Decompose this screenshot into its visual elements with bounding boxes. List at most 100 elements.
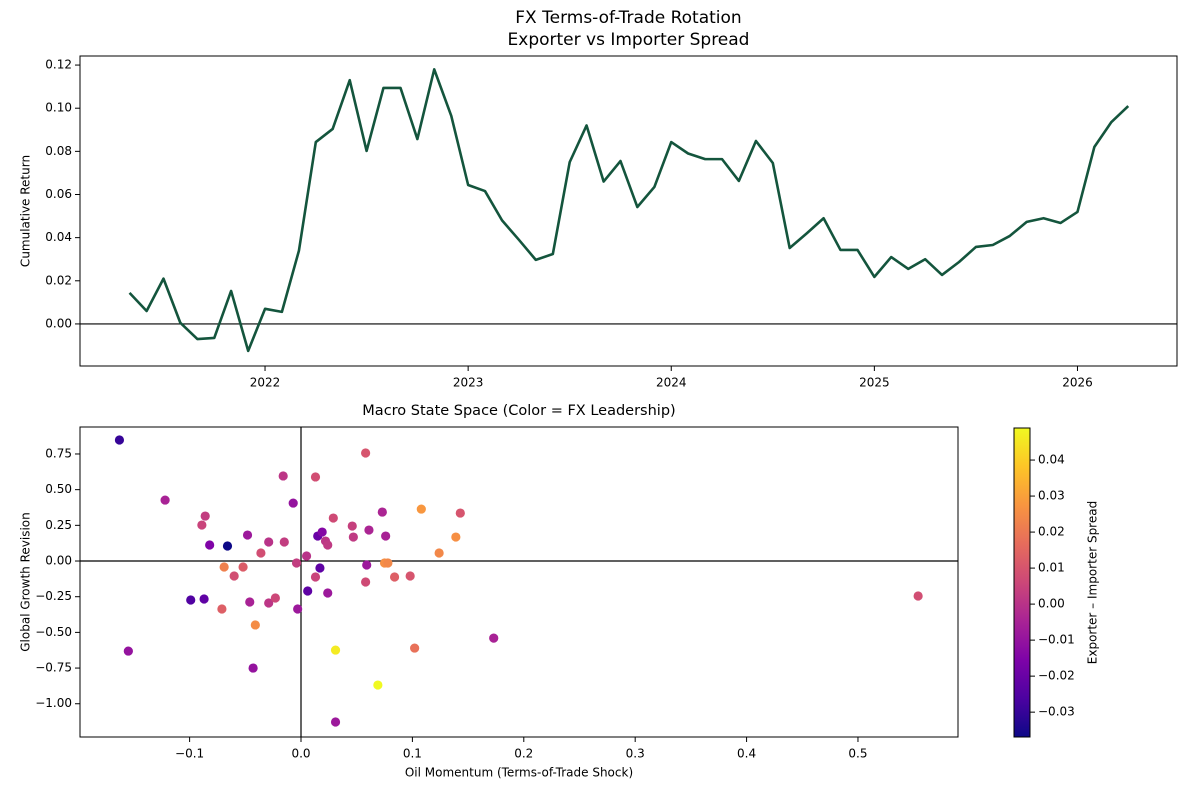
scatter-point	[278, 471, 288, 481]
scatter-point	[389, 572, 400, 582]
scatter-point	[256, 548, 266, 558]
scatter-point	[291, 558, 302, 568]
scatter-point	[323, 588, 333, 598]
scatter-point	[317, 527, 327, 537]
scatter-point	[279, 537, 289, 547]
scatter-point	[242, 530, 253, 540]
y-axis-label: Global Growth Revision	[19, 512, 33, 652]
scatter-point	[123, 646, 133, 656]
y-tick-label: −1.00	[35, 696, 72, 710]
chart-title: FX Terms-of-Trade Rotation	[515, 8, 741, 28]
scatter-point	[186, 595, 196, 605]
axes-frame	[79, 55, 1178, 367]
scatter-point	[434, 548, 444, 558]
scatter-point	[270, 593, 280, 603]
x-tick-label: −0.1	[175, 747, 204, 761]
y-tick-label: 0.75	[45, 446, 72, 460]
x-tick-label: 0.0	[291, 747, 310, 761]
colorbar-tick-label: −0.03	[1038, 705, 1075, 719]
y-tick-label: 0.00	[45, 316, 72, 330]
x-tick-label: 0.4	[737, 747, 756, 761]
y-tick-label: 0.02	[45, 273, 72, 287]
scatter-point	[229, 571, 239, 581]
scatter-point	[238, 562, 248, 572]
scatter-point	[245, 597, 255, 607]
scatter-point	[328, 513, 338, 523]
y-tick-label: −0.50	[35, 625, 72, 639]
scatter-point	[200, 511, 210, 521]
y-tick-label: 0.50	[45, 482, 72, 496]
scatter-point	[410, 643, 420, 653]
colorbar-tick-label: −0.01	[1038, 633, 1075, 647]
x-tick-label: 2024	[656, 376, 687, 390]
x-tick-label: 2026	[1062, 376, 1093, 390]
x-tick-label: 0.2	[514, 747, 533, 761]
chart-subtitle: Exporter vs Importer Spread	[508, 30, 750, 50]
scatter-point	[199, 594, 209, 604]
scatter-point	[913, 591, 923, 601]
x-tick-label: 0.3	[626, 747, 645, 761]
scatter-point	[362, 560, 372, 570]
scatter-point	[416, 504, 426, 514]
y-tick-label: 0.10	[45, 101, 72, 115]
scatter-point	[288, 498, 298, 508]
scatter-point	[361, 577, 371, 587]
x-tick-label: 2022	[250, 376, 281, 390]
scatter-point	[114, 435, 125, 445]
scatter-point	[303, 586, 313, 596]
x-tick-label: 0.5	[848, 747, 867, 761]
scatter-point	[310, 472, 321, 482]
y-tick-label: 0.04	[45, 230, 72, 244]
scatter-point	[381, 531, 391, 541]
scatter-point	[222, 541, 233, 551]
scatter-point	[377, 507, 387, 517]
scatter-point	[315, 563, 325, 573]
axes-frame	[79, 426, 959, 738]
scatter-point	[293, 604, 303, 614]
scatter-point	[248, 663, 258, 673]
y-tick-label: 0.12	[45, 58, 72, 72]
colorbar-tick-label: 0.02	[1038, 525, 1065, 539]
colorbar-tick-label: −0.02	[1038, 669, 1075, 683]
colorbar-tick-label: 0.04	[1038, 453, 1065, 467]
scatter-point	[310, 572, 321, 582]
data-line	[128, 68, 1130, 353]
scatter-point	[264, 598, 274, 608]
scatter-point	[330, 645, 341, 655]
scatter-point	[301, 551, 312, 561]
scatter-point	[348, 532, 358, 542]
y-tick-label: 0.08	[45, 144, 72, 158]
scatter-point	[383, 558, 393, 568]
y-tick-label: −0.25	[35, 589, 72, 603]
scatter-point	[347, 521, 357, 531]
scatter-point	[373, 680, 383, 690]
chart-title: Macro State Space (Color = FX Leadership…	[362, 403, 675, 419]
scatter-point	[405, 571, 415, 581]
scatter-point	[451, 532, 461, 542]
scatter-point	[455, 508, 465, 518]
scatter-point	[219, 562, 229, 572]
scatter-point	[205, 540, 215, 550]
scatter-point	[361, 448, 371, 458]
colorbar	[1013, 427, 1031, 738]
colorbar-tick-label: 0.01	[1038, 561, 1065, 575]
y-tick-label: 0.00	[45, 554, 72, 568]
scatter-point	[217, 604, 227, 614]
colorbar-tick-label: 0.03	[1038, 489, 1065, 503]
y-tick-label: −0.75	[35, 661, 72, 675]
scatter-point	[323, 540, 333, 550]
scatter-point	[489, 633, 499, 643]
scatter-point	[330, 717, 341, 727]
colorbar-label: Exporter – Importer Spread	[1086, 501, 1100, 664]
x-tick-label: 2025	[859, 376, 890, 390]
x-tick-label: 0.1	[403, 747, 422, 761]
y-axis-label: Cumulative Return	[19, 155, 33, 267]
y-tick-label: 0.06	[45, 187, 72, 201]
scatter-point	[264, 537, 274, 547]
y-tick-label: 0.25	[45, 518, 72, 532]
scatter-point	[160, 495, 170, 505]
scatter-point	[250, 620, 260, 630]
scatter-point	[197, 520, 207, 530]
x-axis-label: Oil Momentum (Terms-of-Trade Shock)	[405, 766, 633, 780]
